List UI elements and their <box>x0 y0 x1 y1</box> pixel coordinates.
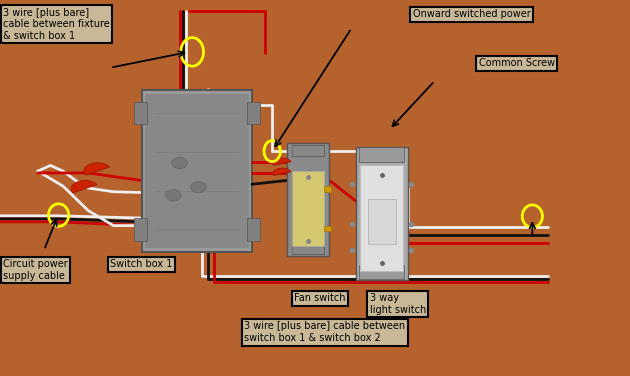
Wedge shape <box>273 158 291 165</box>
Text: 3 way
light switch: 3 way light switch <box>370 293 426 315</box>
Bar <box>324 226 331 231</box>
Ellipse shape <box>171 158 188 168</box>
Text: Fan switch: Fan switch <box>294 293 346 303</box>
Ellipse shape <box>165 190 181 201</box>
Wedge shape <box>71 180 97 193</box>
Bar <box>360 165 403 271</box>
Ellipse shape <box>190 182 206 193</box>
Wedge shape <box>273 168 291 176</box>
Bar <box>324 186 331 192</box>
Bar <box>292 243 324 254</box>
Bar <box>134 102 147 124</box>
Wedge shape <box>84 163 110 175</box>
Text: 3 wire [plus bare] cable between
switch box 1 & switch box 2: 3 wire [plus bare] cable between switch … <box>244 321 406 343</box>
Text: 3 wire [plus bare]
cable between fixture
& switch box 1: 3 wire [plus bare] cable between fixture… <box>3 8 110 41</box>
Bar <box>292 171 324 246</box>
Bar <box>368 199 396 244</box>
Text: Onward switched power: Onward switched power <box>413 9 530 20</box>
Bar <box>356 147 408 280</box>
Bar <box>292 145 324 156</box>
Text: Circuit power
supply cable: Circuit power supply cable <box>3 259 68 281</box>
Bar <box>359 265 404 279</box>
Bar <box>287 143 329 256</box>
Bar <box>247 218 260 241</box>
Text: Common Screw: Common Screw <box>479 58 555 68</box>
Bar <box>247 102 260 124</box>
Bar <box>134 218 147 241</box>
Bar <box>145 94 249 248</box>
Bar <box>359 147 404 162</box>
FancyBboxPatch shape <box>142 90 252 252</box>
Text: Switch box 1: Switch box 1 <box>110 259 173 270</box>
